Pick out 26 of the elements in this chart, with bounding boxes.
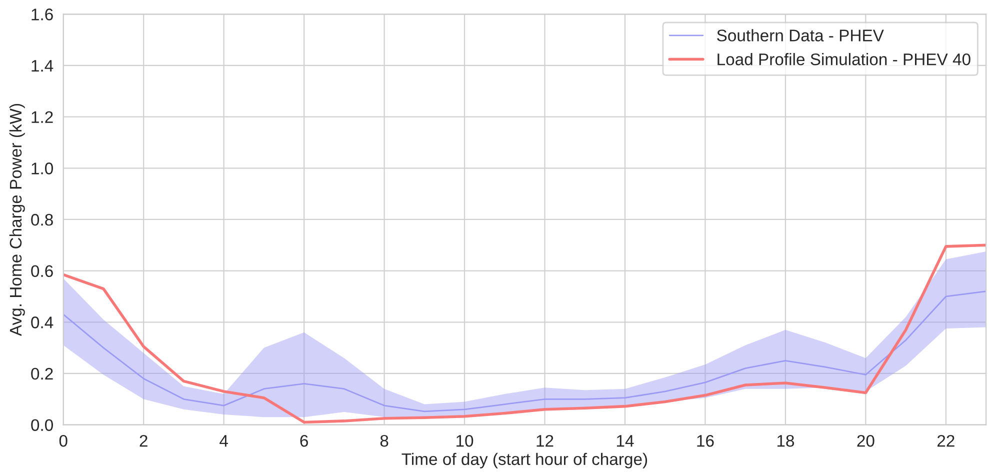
x-tick-label: 4 xyxy=(220,435,228,447)
y-tick-label: 0.4 xyxy=(31,316,54,328)
x-tick-label: 8 xyxy=(380,434,388,447)
line-series xyxy=(63,290,986,412)
y-tick-label: 1.2 xyxy=(32,111,53,123)
x-tick-label: 12 xyxy=(536,434,554,447)
y-tick-label: 1.6 xyxy=(32,8,53,20)
y-tick-label: 0.2 xyxy=(31,368,53,380)
x-tick-label: 2 xyxy=(140,434,148,447)
y-tick-label: 0.8 xyxy=(31,214,53,226)
legend-label: Load Profile Simulation - PHEV 40 xyxy=(718,53,970,66)
x-tick-label: 22 xyxy=(937,434,954,447)
y-axis-title: Avg. Home Charge Power (kW) xyxy=(9,104,25,336)
x-tick-label: 14 xyxy=(616,435,634,447)
y-tick-label: 0.0 xyxy=(31,419,53,432)
x-tick-label: 10 xyxy=(456,434,474,447)
y-tick-label: 1.0 xyxy=(32,162,53,174)
x-tick-label: 6 xyxy=(300,434,308,447)
x-tick-label: 0 xyxy=(59,434,68,447)
x-tick-label: 18 xyxy=(777,434,794,447)
x-tick-label: 16 xyxy=(697,434,714,447)
x-axis-title: Time of day (start hour of charge) xyxy=(402,452,648,468)
y-tick-label: 1.4 xyxy=(32,60,54,72)
y-tick-label: 0.6 xyxy=(31,265,53,278)
legend-label: Southern Data - PHEV xyxy=(717,29,884,42)
x-tick-label: 20 xyxy=(857,434,874,447)
